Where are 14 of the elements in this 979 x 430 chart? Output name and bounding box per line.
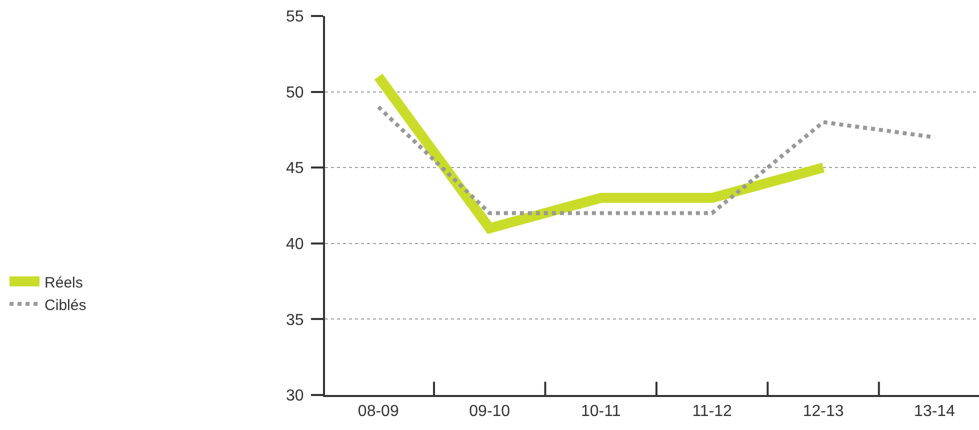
x-tick-label: 08-09: [358, 403, 399, 420]
y-tick-label: 40: [286, 236, 304, 253]
x-tick-label: 12-13: [802, 403, 844, 420]
legend-label: Ciblés: [44, 296, 86, 314]
y-tick-label: 30: [286, 388, 304, 405]
y-tick-label: 50: [286, 84, 304, 102]
y-tick-label: 55: [286, 8, 304, 26]
y-tick-label: 35: [286, 312, 304, 329]
x-tick-label: 13-14: [914, 403, 956, 420]
y-tick-label: 45: [286, 160, 304, 178]
x-tick-label: 09-10: [469, 403, 510, 420]
x-tick-label: 10-11: [580, 403, 621, 420]
x-tick-label: 11-12: [692, 403, 732, 420]
legend-label: Réels: [44, 274, 83, 292]
